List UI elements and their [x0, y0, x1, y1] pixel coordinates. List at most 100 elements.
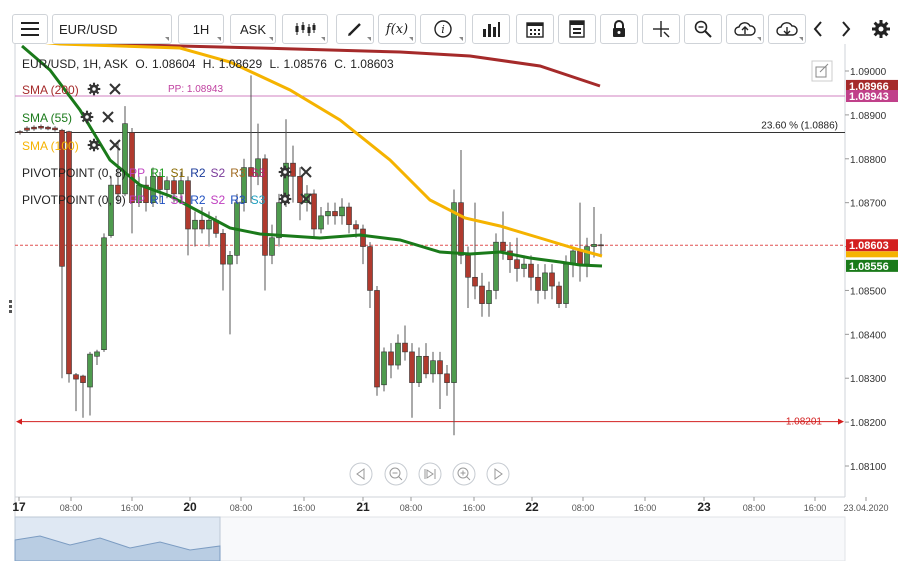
close-icon[interactable]: [300, 193, 312, 205]
price-side-selector[interactable]: ASK: [230, 14, 276, 44]
candle[interactable]: [17, 131, 23, 133]
close-icon[interactable]: [300, 166, 312, 178]
gear-icon[interactable]: [87, 138, 101, 152]
candle[interactable]: [248, 167, 254, 177]
price-chart[interactable]: 1.090001.089001.088001.087001.086001.085…: [0, 44, 911, 561]
candle[interactable]: [458, 202, 464, 256]
candle[interactable]: [570, 250, 576, 265]
candle[interactable]: [381, 351, 387, 386]
candle[interactable]: [206, 219, 212, 230]
calendar-button[interactable]: [516, 14, 554, 44]
lock-button[interactable]: [600, 14, 638, 44]
candle[interactable]: [423, 355, 429, 375]
candle[interactable]: [87, 353, 93, 388]
candle[interactable]: [227, 255, 233, 265]
candle[interactable]: [374, 290, 380, 388]
candle[interactable]: [563, 263, 569, 304]
chart-type-button[interactable]: [282, 14, 328, 44]
candle[interactable]: [94, 351, 100, 357]
candle[interactable]: [171, 180, 177, 195]
candle[interactable]: [339, 206, 345, 217]
candle[interactable]: [80, 375, 86, 383]
zoom-out-button[interactable]: [384, 462, 408, 486]
drag-handle[interactable]: [9, 305, 12, 308]
candle[interactable]: [108, 184, 114, 236]
gear-icon[interactable]: [278, 192, 292, 206]
candle[interactable]: [325, 211, 331, 217]
candle[interactable]: [129, 132, 135, 203]
candle[interactable]: [584, 246, 590, 265]
candle[interactable]: [479, 285, 485, 304]
gear-icon[interactable]: [80, 110, 94, 124]
candle[interactable]: [514, 259, 520, 269]
candle[interactable]: [395, 342, 401, 366]
candle[interactable]: [66, 131, 72, 375]
candle[interactable]: [24, 127, 30, 131]
candle[interactable]: [444, 373, 450, 383]
candle[interactable]: [59, 129, 65, 267]
settings-button[interactable]: [868, 14, 894, 44]
candle[interactable]: [73, 374, 79, 380]
template-button[interactable]: [558, 14, 596, 44]
gear-icon[interactable]: [87, 82, 101, 96]
candle[interactable]: [402, 342, 408, 353]
candle[interactable]: [164, 180, 170, 190]
upload-button[interactable]: [726, 14, 764, 44]
timeframe-selector[interactable]: 1H: [178, 14, 224, 44]
zoom-in-button[interactable]: [452, 462, 476, 486]
volume-button[interactable]: [472, 14, 510, 44]
candle[interactable]: [311, 193, 317, 230]
nav-right-button[interactable]: [486, 462, 510, 486]
candle[interactable]: [360, 228, 366, 247]
candle[interactable]: [143, 184, 149, 203]
candle[interactable]: [199, 219, 205, 230]
candle[interactable]: [500, 241, 506, 252]
candle[interactable]: [255, 158, 261, 177]
candle[interactable]: [241, 167, 247, 203]
symbol-selector[interactable]: EUR/USD: [52, 14, 172, 44]
scroll-forward-button[interactable]: [834, 14, 858, 44]
close-icon[interactable]: [108, 139, 121, 151]
candle[interactable]: [38, 126, 44, 129]
download-button[interactable]: [768, 14, 806, 44]
candle[interactable]: [157, 176, 163, 190]
candle[interactable]: [409, 351, 415, 383]
info-button[interactable]: i: [420, 14, 466, 44]
candle[interactable]: [437, 360, 443, 375]
expand-button[interactable]: [811, 60, 833, 82]
drag-handle[interactable]: [9, 310, 12, 313]
candle[interactable]: [472, 276, 478, 287]
drawing-tools-button[interactable]: [336, 14, 374, 44]
candle[interactable]: [297, 176, 303, 203]
candle[interactable]: [528, 263, 534, 278]
candle[interactable]: [178, 180, 184, 195]
menu-button[interactable]: [12, 14, 48, 44]
candle[interactable]: [591, 244, 597, 247]
candle[interactable]: [115, 184, 121, 195]
candle[interactable]: [535, 276, 541, 291]
candle[interactable]: [101, 237, 107, 350]
candle[interactable]: [353, 224, 359, 230]
candle[interactable]: [52, 127, 58, 131]
candle[interactable]: [332, 211, 338, 217]
candle[interactable]: [598, 244, 604, 247]
candle[interactable]: [542, 272, 548, 291]
candle[interactable]: [31, 126, 37, 130]
candle[interactable]: [367, 246, 373, 291]
candle[interactable]: [276, 202, 282, 239]
scroll-back-button[interactable]: [806, 14, 830, 44]
crosshair-button[interactable]: [642, 14, 680, 44]
drag-handle[interactable]: [9, 300, 12, 303]
candle[interactable]: [290, 162, 296, 177]
candle[interactable]: [220, 233, 226, 265]
zoom-button[interactable]: [684, 14, 722, 44]
candle[interactable]: [45, 126, 51, 130]
nav-left-button[interactable]: [349, 462, 373, 486]
candle[interactable]: [388, 351, 394, 366]
gear-icon[interactable]: [278, 165, 292, 179]
candle[interactable]: [465, 255, 471, 278]
candle[interactable]: [556, 285, 562, 304]
candle[interactable]: [346, 206, 352, 225]
close-icon[interactable]: [102, 111, 114, 123]
candle[interactable]: [122, 123, 128, 195]
